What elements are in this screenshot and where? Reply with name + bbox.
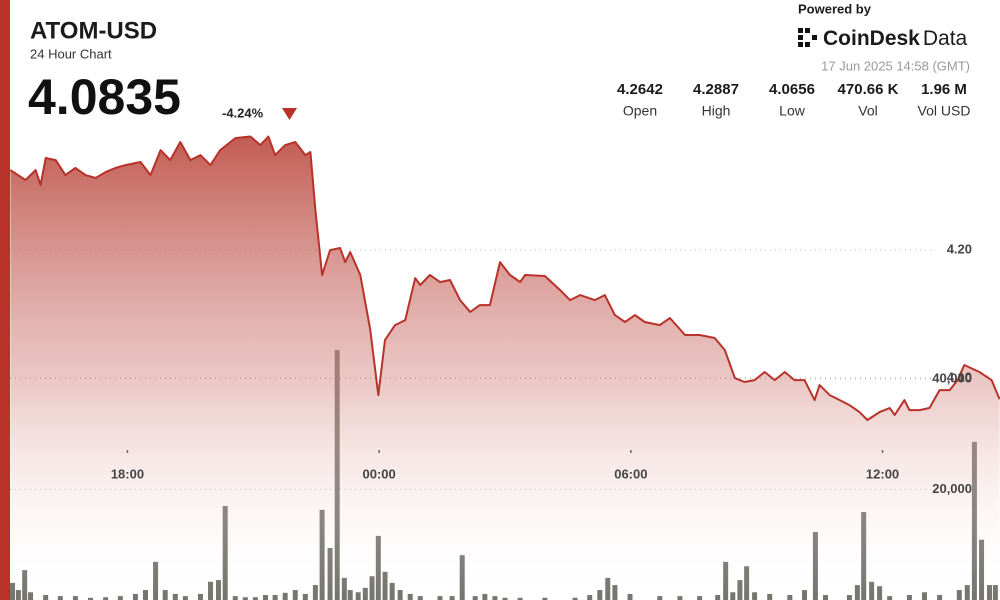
stat-label: Open [623, 103, 657, 119]
price-area [10, 136, 1000, 600]
stat-value: 4.2642 [617, 81, 663, 98]
down-arrow [282, 108, 297, 120]
stat-value: 1.96 M [921, 81, 967, 98]
y-tick-label: 4.20 [947, 241, 972, 256]
subtitle: 24 Hour Chart [30, 46, 112, 61]
x-tick-label: 12:00 [866, 466, 899, 481]
accent-bar [0, 0, 10, 600]
chart-title: ATOM-USD [30, 17, 157, 44]
brand-suffix: Data [923, 27, 968, 50]
price-change: -4.24% [222, 105, 264, 120]
price-line [9, 135, 1000, 421]
x-tick-label: 06:00 [614, 466, 647, 481]
stat-value: 4.2887 [693, 81, 739, 98]
stat-value: 4.0656 [769, 81, 815, 98]
stat-label: High [702, 103, 731, 119]
y2-tick-label: 20,000 [932, 481, 972, 496]
stat-label: Vol [858, 103, 877, 119]
current-price: 4.0835 [28, 69, 181, 125]
brand-logo-icon [798, 28, 817, 47]
powered-by: Powered by [798, 1, 872, 16]
x-tick-label: 18:00 [111, 466, 144, 481]
stats: 4.2642 Open 4.2887 High 4.0656 Low 470.66 K Vol… [617, 81, 970, 119]
x-tick-label: 00:00 [363, 466, 396, 481]
stat-label: Vol USD [918, 103, 971, 119]
stat-value: 470.66 K [838, 81, 899, 98]
stat-label: Low [779, 103, 806, 119]
timestamp: 17 Jun 2025 14:58 (GMT) [821, 58, 970, 73]
brand-name: CoinDesk [823, 27, 920, 50]
brand: CoinDesk Data [823, 27, 968, 50]
y-tick-label: 4.10 [947, 369, 972, 384]
y2-tick-label: 40,000 [932, 370, 972, 385]
